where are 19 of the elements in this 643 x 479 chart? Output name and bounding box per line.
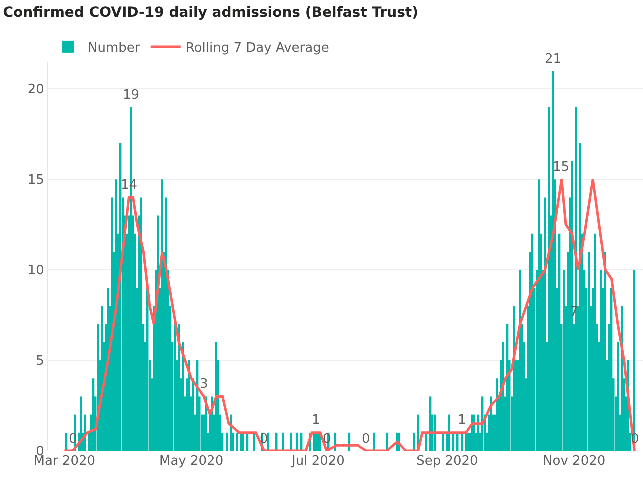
annotation: 0: [323, 432, 332, 447]
annotation: 19: [123, 88, 140, 103]
chart-title: Confirmed COVID-19 daily admissions (Belfast Trust): [3, 4, 419, 21]
annotation: 21: [545, 52, 562, 67]
y-tick-label: 10: [28, 264, 44, 279]
legend-label: Rolling 7 Day Average: [186, 41, 330, 56]
annotation: 15: [553, 160, 570, 175]
y-tick-label: 15: [28, 173, 44, 188]
annotation: 3: [200, 377, 208, 392]
y-tick-label: 20: [28, 82, 44, 98]
annotation: 1: [312, 413, 320, 428]
y-tick-label: 5: [36, 354, 44, 370]
legend-label: Number: [88, 41, 141, 56]
annotation: 1: [458, 413, 466, 428]
x-tick-label: Sep 2020: [416, 454, 478, 469]
x-tick-label: May 2020: [160, 454, 224, 469]
x-tick-label: Nov 2020: [543, 454, 606, 469]
x-tick-label: Jul 2020: [290, 454, 345, 469]
annotation: 0: [362, 432, 370, 447]
